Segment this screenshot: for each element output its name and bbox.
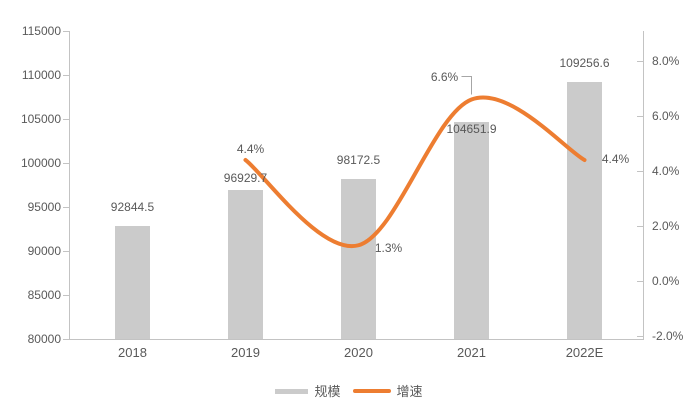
growth-point-label: 4.4% (236, 142, 265, 156)
y-axis-right-label: 0.0% (652, 274, 680, 288)
y-axis-left-label: 80000 (27, 332, 61, 346)
category-label: 2022E (565, 345, 604, 360)
category-label: 2019 (231, 345, 260, 360)
y-axis-right-label: 4.0% (652, 164, 680, 178)
y-axis-right-label: 2.0% (652, 219, 680, 233)
y-axis-left-tick (63, 119, 69, 120)
y-axis-left-tick (63, 207, 69, 208)
legend-bar-swatch (275, 388, 309, 394)
trend-line (243, 95, 587, 249)
y-axis-right-label: 8.0% (652, 54, 680, 68)
growth-point-label: 1.3% (374, 241, 403, 256)
bar (567, 81, 602, 339)
y-axis-left-label: 105000 (20, 112, 61, 126)
y-axis-right-label: 6.0% (652, 109, 680, 123)
bar (341, 179, 376, 339)
y-axis-left-tick (63, 31, 69, 32)
bar-value-label: 109256.6 (559, 55, 610, 70)
y-axis-right-tick (637, 171, 643, 172)
growth-point-label: 4.4% (601, 152, 630, 166)
legend-bar-label: 规模 (314, 383, 341, 399)
x-axis-line (69, 339, 644, 340)
bar-value-label: 104651.9 (446, 122, 497, 137)
y-axis-right-line (643, 31, 644, 339)
label-leader-line (461, 76, 472, 95)
y-axis-left-line (69, 31, 70, 339)
category-label: 2020 (344, 345, 373, 360)
y-axis-right-tick (637, 61, 643, 62)
y-axis-right-tick (637, 336, 643, 337)
y-axis-right-tick (637, 281, 643, 282)
y-axis-left-label: 95000 (27, 200, 61, 214)
legend-line-label: 增速 (396, 383, 423, 399)
y-axis-left-label: 90000 (27, 244, 61, 258)
bar-value-label: 96929.7 (223, 171, 268, 186)
category-label: 2021 (457, 345, 486, 360)
y-axis-left-label: 100000 (20, 156, 61, 170)
category-label: 2018 (118, 345, 147, 360)
bar-value-label: 92844.5 (110, 199, 155, 214)
y-axis-left-tick (63, 295, 69, 296)
legend-line-swatch (352, 389, 391, 393)
y-axis-left-label: 85000 (27, 288, 61, 302)
growth-point-label: 6.6% (430, 69, 459, 84)
y-axis-left-tick (63, 75, 69, 76)
y-axis-left-tick (63, 163, 69, 164)
y-axis-left-label: 115000 (21, 24, 61, 38)
y-axis-right-tick (637, 226, 643, 227)
bar-value-label: 98172.5 (336, 153, 381, 168)
legend: 规模 增速 (0, 381, 698, 401)
y-axis-left-tick (63, 251, 69, 252)
bar (115, 225, 150, 339)
bar (454, 122, 489, 339)
y-axis-left-tick (63, 339, 69, 340)
bar (228, 190, 263, 339)
y-axis-right-tick (637, 116, 643, 117)
y-axis-right-label: -2.0% (652, 329, 684, 343)
y-axis-left-label: 110000 (21, 68, 61, 82)
